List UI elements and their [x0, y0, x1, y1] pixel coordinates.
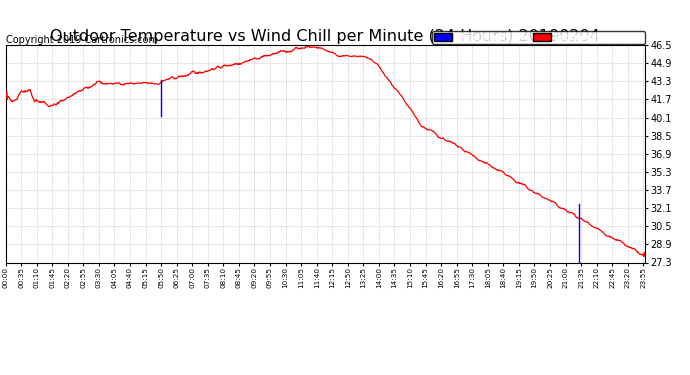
Text: Copyright 2019 Cartronics.com: Copyright 2019 Cartronics.com [6, 34, 158, 45]
Legend: Wind Chill  (°F), Temperature  (°F): Wind Chill (°F), Temperature (°F) [432, 31, 645, 44]
Title: Outdoor Temperature vs Wind Chill per Minute (24 Hours) 20190204: Outdoor Temperature vs Wind Chill per Mi… [50, 29, 600, 44]
